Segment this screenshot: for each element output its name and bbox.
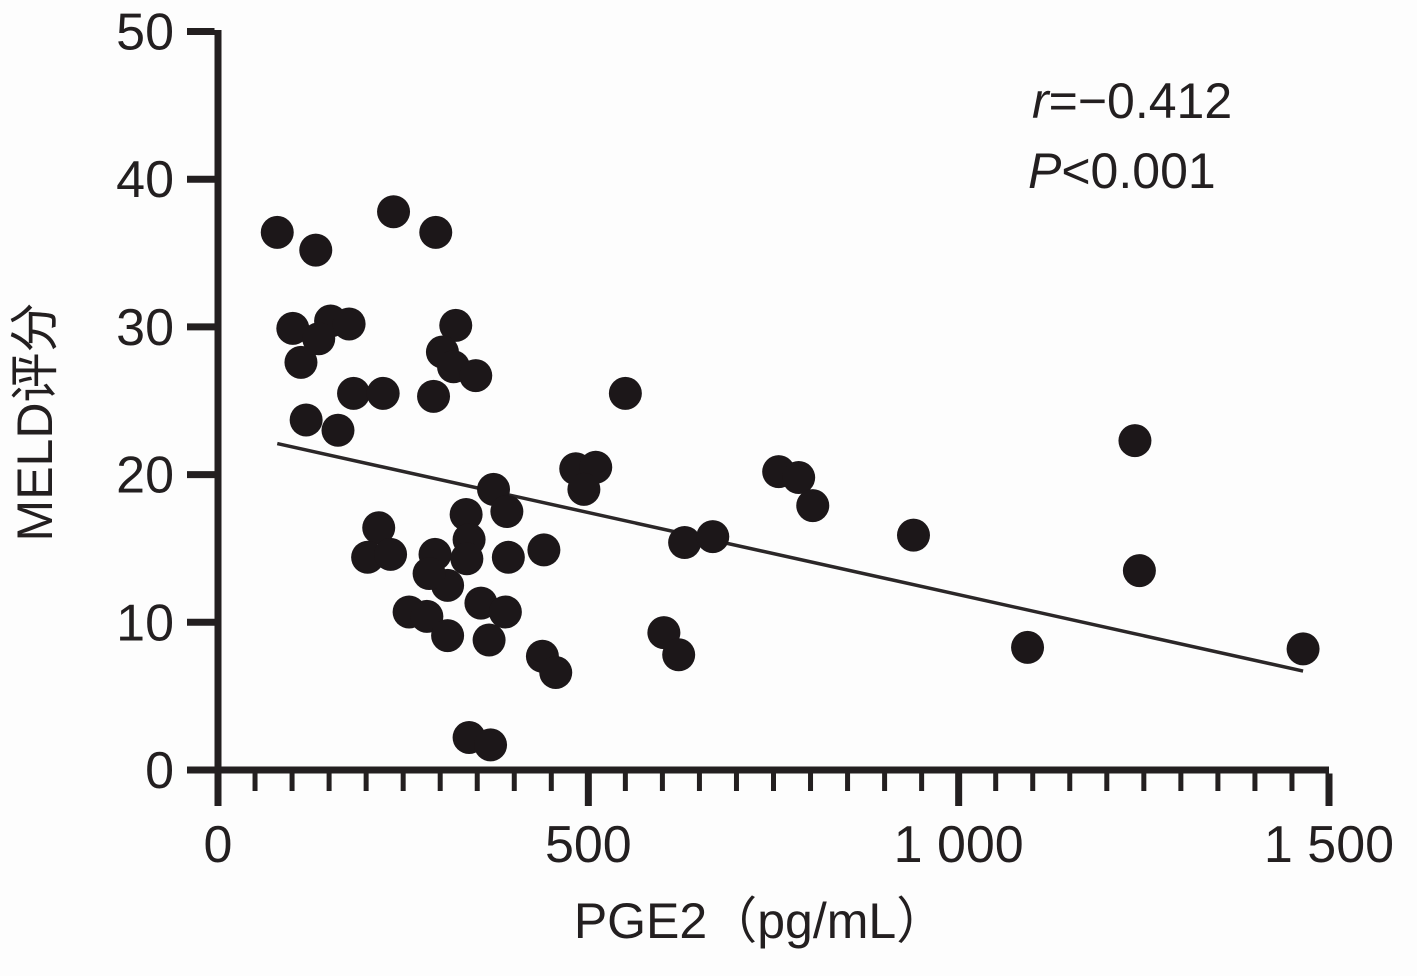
data-point bbox=[337, 376, 371, 410]
data-point bbox=[362, 511, 396, 545]
data-point bbox=[431, 619, 465, 653]
data-point bbox=[439, 308, 473, 342]
data-point bbox=[332, 307, 366, 341]
x-tick-label: 0 bbox=[204, 816, 233, 874]
data-point bbox=[668, 526, 702, 560]
data-point bbox=[1011, 630, 1045, 664]
data-point bbox=[796, 489, 830, 523]
data-point bbox=[459, 359, 493, 393]
data-point bbox=[374, 537, 408, 571]
data-point bbox=[419, 215, 453, 249]
data-point bbox=[490, 495, 524, 529]
data-point bbox=[377, 195, 411, 229]
data-point bbox=[299, 233, 333, 267]
y-tick-label: 50 bbox=[116, 4, 174, 62]
x-axis-ticks bbox=[214, 773, 1333, 806]
data-point bbox=[782, 461, 816, 495]
correlation-r-value: =−0.412 bbox=[1049, 73, 1233, 129]
data-point bbox=[474, 728, 508, 762]
data-point bbox=[696, 520, 730, 554]
x-tick-label: 500 bbox=[545, 816, 632, 874]
p-value-text: <0.001 bbox=[1061, 143, 1215, 199]
data-point bbox=[321, 413, 355, 447]
x-tick-label: 1 000 bbox=[894, 816, 1024, 874]
y-tick-label: 0 bbox=[145, 742, 174, 800]
data-point bbox=[896, 518, 930, 552]
data-point bbox=[567, 472, 601, 506]
data-point bbox=[450, 542, 484, 576]
correlation-annotation: r=−0.412 bbox=[1032, 73, 1232, 129]
y-tick-label: 30 bbox=[116, 299, 174, 357]
correlation-r-symbol: r bbox=[1032, 73, 1051, 129]
p-symbol: P bbox=[1028, 143, 1062, 199]
data-point bbox=[1122, 554, 1156, 588]
data-point bbox=[284, 345, 318, 379]
x-axis-tick-labels: 0 500 1 000 1 500 bbox=[204, 816, 1395, 874]
data-point bbox=[449, 497, 483, 531]
data-point bbox=[260, 215, 294, 249]
x-tick-label: 1 500 bbox=[1264, 816, 1394, 874]
data-point bbox=[662, 638, 696, 672]
data-point bbox=[410, 599, 444, 633]
y-tick-label: 10 bbox=[116, 594, 174, 652]
data-point bbox=[527, 533, 561, 567]
data-point bbox=[289, 403, 323, 437]
data-point bbox=[1286, 632, 1320, 666]
data-point bbox=[366, 376, 400, 410]
y-axis-ticks bbox=[187, 28, 215, 774]
data-point bbox=[302, 322, 336, 356]
y-tick-label: 20 bbox=[116, 447, 174, 505]
data-point bbox=[488, 595, 522, 629]
trend-line bbox=[276, 441, 1304, 673]
data-point bbox=[1118, 424, 1152, 458]
data-point bbox=[412, 557, 446, 591]
data-point bbox=[472, 623, 506, 657]
y-axis-title: MELD评分 bbox=[7, 303, 63, 542]
x-axis-title: PGE2（pg/mL） bbox=[574, 893, 946, 949]
data-point bbox=[491, 540, 525, 574]
scatter-series bbox=[260, 195, 1320, 762]
p-value-annotation: P<0.001 bbox=[1028, 143, 1216, 199]
data-point bbox=[608, 376, 642, 410]
y-tick-label: 40 bbox=[116, 151, 174, 209]
data-point bbox=[417, 379, 451, 413]
data-point bbox=[539, 656, 573, 690]
data-point bbox=[276, 311, 310, 345]
y-axis-tick-labels: 0 10 20 30 40 50 bbox=[116, 4, 174, 801]
